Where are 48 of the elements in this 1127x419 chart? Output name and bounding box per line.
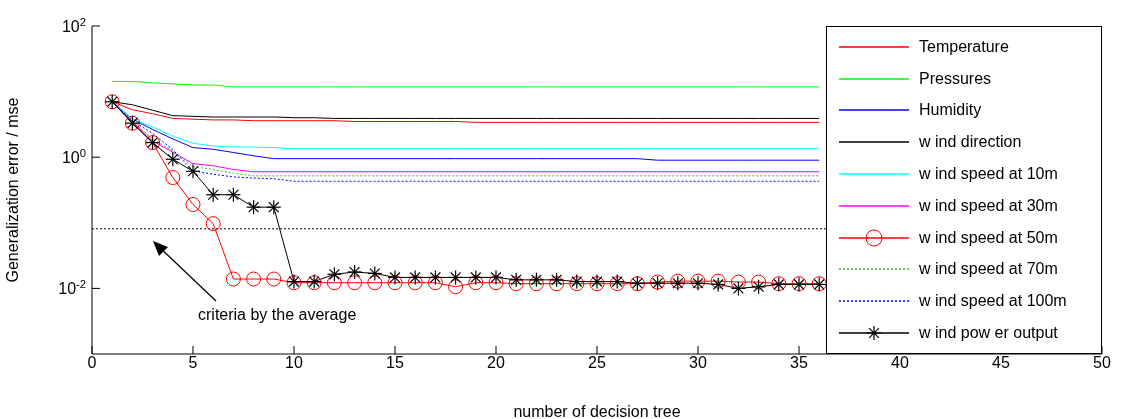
point <box>185 197 201 213</box>
point <box>528 276 544 292</box>
legend-label: w ind speed at 70m <box>919 260 1058 279</box>
x-axis-title: number of decision tree <box>513 403 681 419</box>
x-tick-label: 0 <box>87 354 97 371</box>
y-tick-label: 10$^{2}$ <box>61 16 86 35</box>
point <box>407 275 423 291</box>
x-tick-label: 35 <box>790 354 808 371</box>
annotation: criteria by the average <box>198 306 357 324</box>
x-tick-label: 20 <box>487 354 505 371</box>
point <box>508 276 524 292</box>
point <box>468 275 484 291</box>
legend-label: w ind speed at 100m <box>919 292 1067 311</box>
point <box>710 273 726 289</box>
x-tick-label: 10 <box>285 354 303 371</box>
y-tick-label: 10$^{-2}$ <box>58 278 86 298</box>
point <box>488 275 504 291</box>
point <box>246 271 262 287</box>
x-tick-label: 50 <box>1093 354 1111 371</box>
legend-label: w ind direction <box>919 133 1022 152</box>
point <box>326 275 342 291</box>
point <box>205 216 221 232</box>
y-tick-label: 10$^{0}$ <box>61 147 86 167</box>
legend-label: w ind pow er output <box>919 324 1058 343</box>
legend-label: Pressures <box>919 69 992 88</box>
y-axis-title: Generalization error / mse <box>3 97 21 283</box>
point <box>448 279 464 295</box>
point <box>225 271 241 287</box>
legend-label: w ind speed at 10m <box>919 165 1058 184</box>
point <box>751 274 767 290</box>
point <box>367 275 383 291</box>
x-tick-label: 5 <box>188 354 198 371</box>
legend-label: w ind speed at 50m <box>919 228 1058 247</box>
legend-label: Temperature <box>919 37 1009 56</box>
x-tick-label: 30 <box>689 354 707 371</box>
x-tick-label: 40 <box>891 354 909 371</box>
point <box>347 275 363 291</box>
x-tick-label: 45 <box>992 354 1010 371</box>
point <box>427 275 443 291</box>
point <box>730 274 746 290</box>
legend-label: Humidity <box>919 101 982 120</box>
point <box>549 276 565 292</box>
legend-label: w ind speed at 30m <box>919 196 1058 215</box>
x-tick-label: 15 <box>386 354 404 371</box>
x-tick-label: 25 <box>588 354 606 371</box>
point <box>165 170 181 186</box>
point <box>387 275 403 291</box>
point <box>266 271 282 287</box>
